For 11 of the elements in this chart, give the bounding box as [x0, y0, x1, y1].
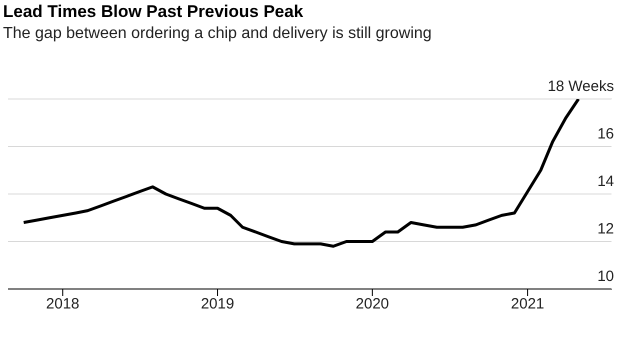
y-tick-label: 18 Weeks	[548, 78, 614, 95]
x-tick-label: 2018	[46, 296, 80, 313]
y-tick-label: 14	[597, 173, 614, 190]
y-tick-label: 16	[597, 126, 614, 142]
x-tick-label: 2020	[356, 296, 390, 313]
y-tick-label: 12	[597, 220, 614, 238]
y-tick-label: 10	[597, 268, 614, 285]
x-tick-label: 2019	[200, 296, 234, 313]
x-tick-label: 2021	[510, 296, 544, 313]
chart-title: Lead Times Blow Past Previous Peak	[3, 2, 304, 22]
chart-subtitle: The gap between ordering a chip and delivery is still growing	[3, 25, 432, 43]
